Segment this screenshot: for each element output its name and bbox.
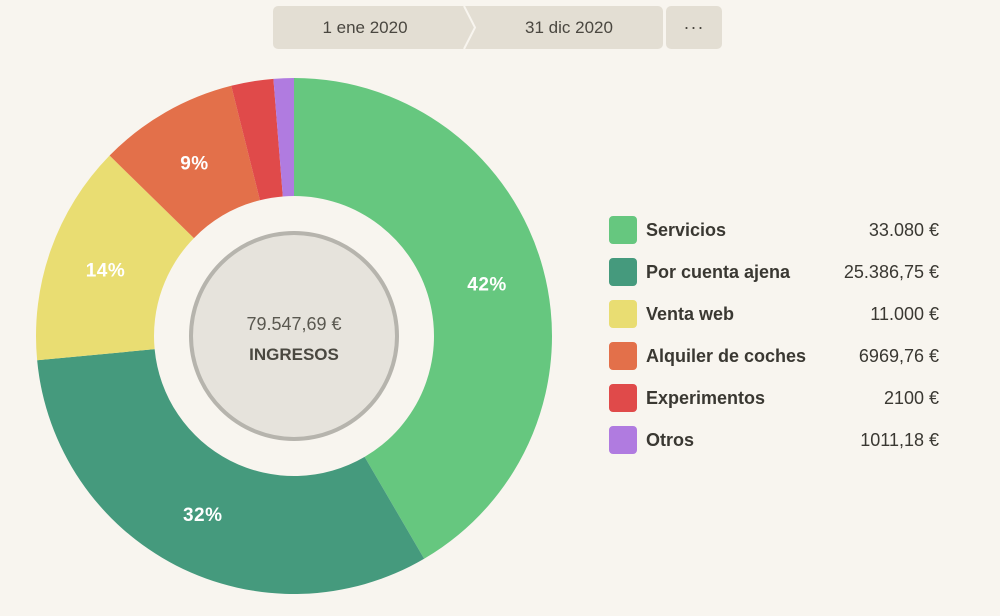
legend-label: Venta web: [646, 303, 735, 324]
legend-item[interactable]: Otros 1011,18 €: [609, 426, 939, 454]
chart-legend: Servicios 33.080 € Por cuenta ajena 25.386,…: [609, 216, 939, 468]
legend-swatch: [609, 258, 637, 286]
legend-value: 1011,18 €: [860, 429, 939, 450]
slice-percent-label: 9%: [180, 154, 208, 175]
legend-swatch: [609, 342, 637, 370]
donut-slice-otros[interactable]: [273, 78, 294, 197]
more-icon: ···: [683, 17, 705, 37]
legend-label: Por cuenta ajena: [646, 261, 791, 282]
donut-slice-servicios[interactable]: [294, 78, 552, 559]
legend-swatch: [609, 216, 637, 244]
range-end-label: 31 dic 2020: [525, 17, 613, 37]
legend-value: 25.386,75 €: [843, 261, 939, 282]
donut-slices: [36, 78, 552, 594]
legend-swatch: [609, 300, 637, 328]
legend-value: 11.000 €: [870, 303, 939, 324]
more-options-button[interactable]: ···: [666, 6, 722, 49]
donut-slice-experimentos[interactable]: [231, 78, 283, 201]
center-circle: [189, 231, 399, 441]
range-end-button[interactable]: 31 dic 2020: [465, 6, 663, 49]
legend-item[interactable]: Venta web 11.000 €: [609, 300, 939, 328]
donut-center: 79.547,69 € INGRESOS: [189, 231, 399, 441]
donut-slice-por-cuenta-ajena[interactable]: [37, 349, 425, 594]
range-start-label: 1 ene 2020: [322, 17, 408, 37]
legend-item[interactable]: Alquiler de coches 6969,76 €: [609, 342, 939, 370]
legend-item[interactable]: Experimentos 2100 €: [609, 384, 939, 412]
legend-item[interactable]: Por cuenta ajena 25.386,75 €: [609, 258, 939, 286]
date-range-selector: 1 ene 2020 31 dic 2020 ···: [273, 6, 722, 49]
donut-slice-labels: 42% 32% 14% 9%: [86, 154, 507, 526]
legend-value: 6969,76 €: [858, 345, 939, 366]
donut-slice-venta-web[interactable]: [36, 155, 194, 361]
donut-slice-alquiler-de-coches[interactable]: [109, 85, 260, 239]
legend-value: 33.080 €: [868, 219, 939, 240]
slice-percent-label: 32%: [183, 505, 223, 526]
slice-percent-label: 14%: [86, 260, 126, 281]
income-donut-chart: 42% 32% 14% 9% 79.547,69 € INGRESOS: [36, 78, 552, 594]
legend-swatch: [609, 426, 637, 454]
legend-label: Otros: [646, 429, 695, 450]
legend-item[interactable]: Servicios 33.080 €: [609, 216, 939, 244]
legend-value: 2100 €: [883, 387, 939, 408]
legend-label: Alquiler de coches: [646, 345, 807, 366]
center-caption: INGRESOS: [249, 345, 339, 364]
legend-swatch: [609, 384, 637, 412]
center-total-value: 79.547,69 €: [246, 314, 341, 334]
legend-label: Experimentos: [646, 387, 766, 408]
legend-label: Servicios: [646, 219, 727, 240]
slice-percent-label: 42%: [467, 275, 507, 296]
